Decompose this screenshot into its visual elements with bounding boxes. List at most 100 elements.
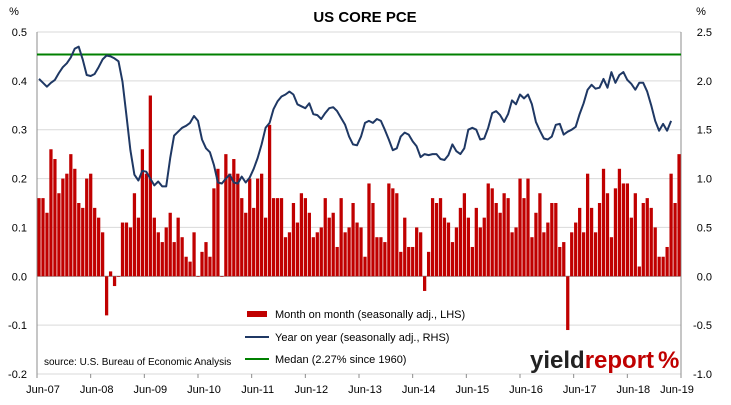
mom-bar [240, 198, 244, 277]
mom-bar [502, 193, 506, 277]
mom-bar [73, 168, 77, 277]
mom-bar [625, 183, 630, 277]
logo-report: report [585, 347, 654, 374]
mom-bar [534, 212, 538, 277]
mom-bar [208, 256, 212, 277]
mom-bar [204, 242, 208, 277]
mom-bar-series [37, 95, 681, 331]
mom-bar [526, 178, 530, 277]
mom-bar [57, 193, 61, 277]
mom-bar [260, 173, 264, 277]
mom-bar [244, 212, 248, 277]
left-tick-label: 0.1 [12, 222, 27, 234]
mom-bar [490, 188, 494, 277]
mom-bar [407, 246, 411, 277]
mom-bar [256, 178, 260, 277]
x-tick-label: Jun-11 [241, 384, 274, 396]
mom-bar [482, 217, 486, 277]
mom-bar [69, 154, 73, 277]
mom-bar [391, 188, 395, 277]
mom-bar [470, 246, 474, 277]
mom-bar [578, 207, 582, 277]
mom-bar [601, 168, 606, 277]
mom-bar [232, 159, 236, 277]
mom-bar [200, 251, 204, 277]
mom-bar [160, 242, 164, 277]
logo-yield: yield [530, 347, 585, 374]
left-tick-label: 0.2 [12, 174, 27, 186]
mom-bar [271, 198, 276, 277]
mom-bar [375, 237, 379, 277]
mom-bar [466, 217, 470, 277]
mom-bar [112, 276, 117, 287]
mom-bar [267, 124, 272, 277]
mom-bar [486, 183, 490, 277]
mom-bar [637, 266, 641, 277]
mom-bar [339, 198, 343, 277]
mom-bar [399, 251, 403, 277]
mom-bar [415, 227, 419, 277]
x-tick-label: Jun-12 [295, 384, 329, 396]
legend-label-mom: Month on month (seasonally adj., LHS) [275, 309, 465, 321]
mom-bar [522, 198, 526, 277]
left-tick-label: 0.4 [12, 76, 27, 88]
mom-bar [37, 198, 41, 277]
mom-bar [558, 246, 562, 277]
mom-bar [641, 203, 645, 277]
mom-bar [192, 232, 196, 277]
mom-bar [629, 217, 633, 277]
mom-bar [442, 217, 447, 277]
mom-bar [164, 227, 168, 277]
mom-bar [621, 183, 626, 277]
mom-bar [649, 207, 653, 277]
mom-bar [248, 178, 252, 277]
mom-bar [518, 178, 522, 277]
left-tick-label: 0.3 [12, 125, 27, 137]
yoy-line-series [38, 45, 673, 188]
mom-bar [331, 212, 335, 277]
mom-bar [371, 203, 375, 277]
mom-bar [61, 178, 65, 277]
mom-bar [546, 222, 550, 277]
mom-bar [287, 232, 292, 277]
mom-bar [498, 212, 502, 277]
left-axis-unit: % [9, 6, 19, 18]
mom-bar [101, 232, 105, 277]
mom-bar [494, 203, 498, 277]
mom-bar [665, 246, 669, 277]
mom-bar [351, 203, 355, 277]
mom-bar [263, 217, 268, 277]
mom-bar [458, 207, 463, 277]
mom-bar [152, 217, 156, 277]
mom-bar [542, 232, 546, 277]
left-axis: -0.2 -0.1 0.0 0.1 0.2 0.3 0.4 0.5 [8, 27, 27, 381]
mom-bar [335, 246, 339, 277]
mom-bar [49, 149, 53, 277]
legend-label-median: Medan (2.27% since 1960) [275, 354, 406, 366]
source-note: source: U.S. Bureau of Economic Analysis [44, 357, 231, 368]
legend-swatch-mom [247, 311, 267, 317]
mom-bar [120, 222, 125, 277]
gridlines [36, 31, 682, 375]
mom-bar [275, 198, 280, 277]
x-tick-label: Jun-16 [509, 384, 543, 396]
mom-bar [343, 232, 347, 277]
mom-bar [291, 203, 296, 277]
mom-bar [108, 271, 113, 277]
mom-bar [434, 203, 439, 277]
mom-bar [554, 203, 558, 277]
mom-bar [124, 222, 129, 277]
mom-bar [506, 198, 510, 277]
mom-bar [315, 232, 319, 277]
left-tick-label: 0.5 [12, 27, 27, 39]
mom-bar [212, 188, 216, 277]
mom-bar [116, 276, 121, 277]
mom-bar [184, 256, 188, 277]
mom-bar [454, 227, 459, 277]
x-tick-label: Jun-08 [80, 384, 114, 396]
yoy-line [38, 45, 673, 188]
mom-bar [605, 193, 610, 277]
x-tick-label: Jun-15 [456, 384, 490, 396]
mom-bar [283, 237, 288, 277]
mom-bar [327, 217, 331, 277]
